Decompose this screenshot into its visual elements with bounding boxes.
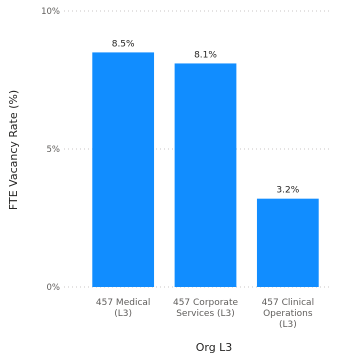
x-tick-label: 457 Clinical Operations (L3) [262,298,315,330]
y-axis-ticks: 0% 5% 10% [41,7,60,293]
y-axis-title: FTE Vacancy Rate (%) [7,90,20,210]
data-label: 8.5% [112,39,135,49]
x-tick-label: 457 Medical (L3) [96,298,151,319]
y-tick-label: 5% [47,145,61,155]
data-label: 3.2% [276,186,299,196]
x-axis-categories: 457 Medical (L3) 457 Corporate Services (L3… [96,298,314,330]
bar[interactable] [174,63,237,287]
y-tick-label: 10% [41,7,60,17]
data-label: 8.1% [194,50,217,60]
data-labels: 8.5% 8.1% 3.2% [112,39,300,195]
x-axis-title: Org L3 [196,341,233,354]
x-tick-label: 457 Corporate Services (L3) [173,298,238,319]
bars [92,52,319,288]
y-tick-label: 0% [47,283,61,293]
bar[interactable] [256,198,319,287]
bar[interactable] [92,52,155,288]
